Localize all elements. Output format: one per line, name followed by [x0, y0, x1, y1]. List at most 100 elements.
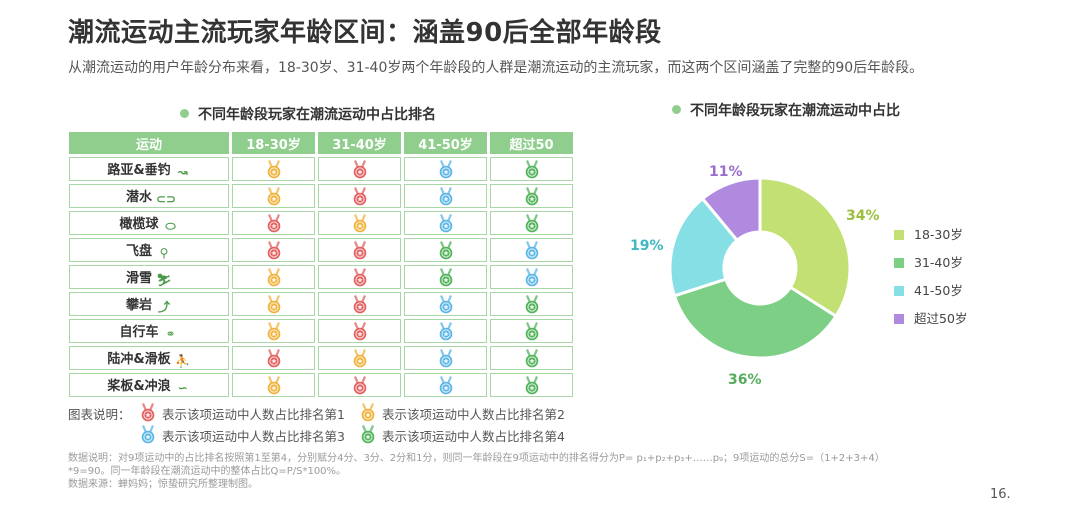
rank-legend-item-2: 表示该项运动中人数占比排名第2	[382, 407, 565, 422]
donut-slice-1	[758, 176, 852, 319]
rank-legend-prefix: 图表说明：	[68, 407, 131, 422]
sport-name: 路亚&垂钓	[107, 163, 171, 178]
rank-cell	[404, 346, 487, 370]
rank-cell	[404, 265, 487, 289]
medal-rank4-icon	[525, 186, 538, 205]
rank-cell	[490, 157, 573, 181]
rank-cell	[232, 238, 315, 262]
rank-cell	[490, 319, 573, 343]
footnote: 数据说明：对9项运动中的占比排名按照第1至第4，分别赋分4分、3分、2分和1分，…	[68, 452, 988, 491]
rank-cell	[318, 265, 401, 289]
fishing-icon: ↝	[177, 165, 188, 179]
donut-percent-label: 36%	[728, 372, 762, 388]
rank-section-title: 不同年龄段玩家在潮流运动中占比排名	[180, 104, 436, 124]
medal-rank2-icon	[353, 348, 366, 367]
donut-percent-label: 11%	[709, 164, 743, 180]
rugby-ball-icon: ⬭	[165, 219, 176, 233]
legend-item: 41-50岁	[894, 280, 963, 299]
sport-name: 潜水	[125, 190, 152, 205]
bicycle-icon: ⚭	[165, 327, 176, 341]
donut-slice-3	[668, 196, 740, 298]
medal-rank3-icon	[439, 375, 452, 394]
rank-cell	[490, 292, 573, 316]
climber-icon: ⤴	[157, 300, 170, 314]
table-row: 飞盘 ⚲	[69, 238, 573, 262]
frisbee-player-icon: ⚲	[159, 246, 169, 260]
legend-swatch	[894, 286, 904, 296]
footnote-line-1: 数据说明：对9项运动中的占比排名按照第1至第4，分别赋分4分、3分、2分和1分，…	[68, 453, 885, 464]
table-row: 潜水 ⊂⊃	[69, 184, 573, 208]
rank-cell	[490, 211, 573, 235]
sport-name: 橄榄球	[119, 217, 159, 232]
rank-legend: 图表说明： 表示该项运动中人数占比排名第1 表示该项运动中人数占比排名第2 表示…	[68, 403, 588, 444]
rank-cell	[232, 319, 315, 343]
table-row: 橄榄球 ⬭	[69, 211, 573, 235]
rank-cell	[490, 373, 573, 397]
rank-table-body: 路亚&垂钓 ↝ 潜水 ⊂⊃ 橄榄球 ⬭ 飞盘 ⚲ 滑雪 ⛷ 攀岩 ⤴ 自行车 ⚭ 陆冲&滑板 ⛹ 桨板&冲浪 ∽	[69, 157, 573, 397]
rank-cell	[232, 292, 315, 316]
diving-mask-icon: ⊂⊃	[156, 192, 177, 206]
rank-cell	[232, 265, 315, 289]
surfing-icon: ∽	[177, 381, 188, 395]
legend-item: 18-30岁	[894, 224, 963, 243]
share-section-title-text: 不同年龄段玩家在潮流运动中占比	[690, 103, 900, 119]
table-row: 桨板&冲浪 ∽	[69, 373, 573, 397]
sport-cell: 桨板&冲浪 ∽	[69, 373, 229, 397]
legend-label: 超过50岁	[914, 311, 968, 326]
medal-rank4-icon	[525, 375, 538, 394]
medal-rank1-icon	[353, 267, 366, 286]
medal-rank4-icon	[525, 294, 538, 313]
legend-label: 41-50岁	[914, 283, 963, 298]
medal-rank3-icon	[525, 267, 538, 286]
medal-rank1-icon	[353, 186, 366, 205]
footnote-line-2: *9=90。同一年龄段在潮流运动中的整体占比Q=P/S*100%。	[68, 466, 347, 477]
legend-swatch	[894, 314, 904, 324]
header-31-40: 31-40岁	[318, 132, 401, 154]
medal-rank2-icon	[353, 213, 366, 232]
skateboard-icon: ⛹	[175, 354, 191, 368]
table-row: 路亚&垂钓 ↝	[69, 157, 573, 181]
sport-name: 桨板&冲浪	[107, 379, 171, 394]
donut-percent-label: 34%	[846, 208, 880, 224]
medal-rank1-icon	[353, 321, 366, 340]
rank-cell	[318, 211, 401, 235]
medal-rank2-icon	[267, 294, 280, 313]
sport-name: 飞盘	[125, 244, 152, 259]
donut-slice-2	[672, 277, 839, 360]
sport-cell: 自行车 ⚭	[69, 319, 229, 343]
rank-cell	[318, 319, 401, 343]
medal-rank3-icon	[141, 425, 155, 444]
medal-rank1-icon	[141, 403, 155, 422]
legend-swatch	[894, 230, 904, 240]
medal-rank3-icon	[439, 294, 452, 313]
rank-cell	[404, 238, 487, 262]
medal-rank3-icon	[525, 240, 538, 259]
sport-cell: 飞盘 ⚲	[69, 238, 229, 262]
rank-cell	[318, 238, 401, 262]
rank-cell	[404, 319, 487, 343]
medal-rank1-icon	[353, 375, 366, 394]
donut-slice-4	[700, 176, 762, 243]
rank-table: 运动 18-30岁 31-40岁 41-50岁 超过50 路亚&垂钓 ↝ 潜水 ⊂⊃ 橄…	[66, 129, 576, 400]
rank-cell	[318, 346, 401, 370]
page-title: 潮流运动主流玩家年龄区间：涵盖90后全部年龄段	[68, 18, 662, 48]
sport-cell: 攀岩 ⤴	[69, 292, 229, 316]
rank-cell	[232, 373, 315, 397]
sport-name: 攀岩	[125, 298, 152, 313]
rank-cell	[490, 238, 573, 262]
rank-legend-item-1: 表示该项运动中人数占比排名第1	[162, 407, 345, 422]
page-number: 16.	[990, 487, 1011, 502]
rank-cell	[232, 157, 315, 181]
table-row: 自行车 ⚭	[69, 319, 573, 343]
medal-rank1-icon	[267, 348, 280, 367]
rank-table-header-row: 运动 18-30岁 31-40岁 41-50岁 超过50	[69, 132, 573, 154]
bullet-dot-icon	[672, 105, 681, 114]
medal-rank3-icon	[439, 186, 452, 205]
legend-label: 31-40岁	[914, 255, 963, 270]
medal-rank3-icon	[439, 159, 452, 178]
rank-cell	[232, 211, 315, 235]
legend-swatch	[894, 258, 904, 268]
legend-item: 31-40岁	[894, 252, 963, 271]
donut-percent-label: 19%	[630, 238, 664, 254]
table-row: 滑雪 ⛷	[69, 265, 573, 289]
